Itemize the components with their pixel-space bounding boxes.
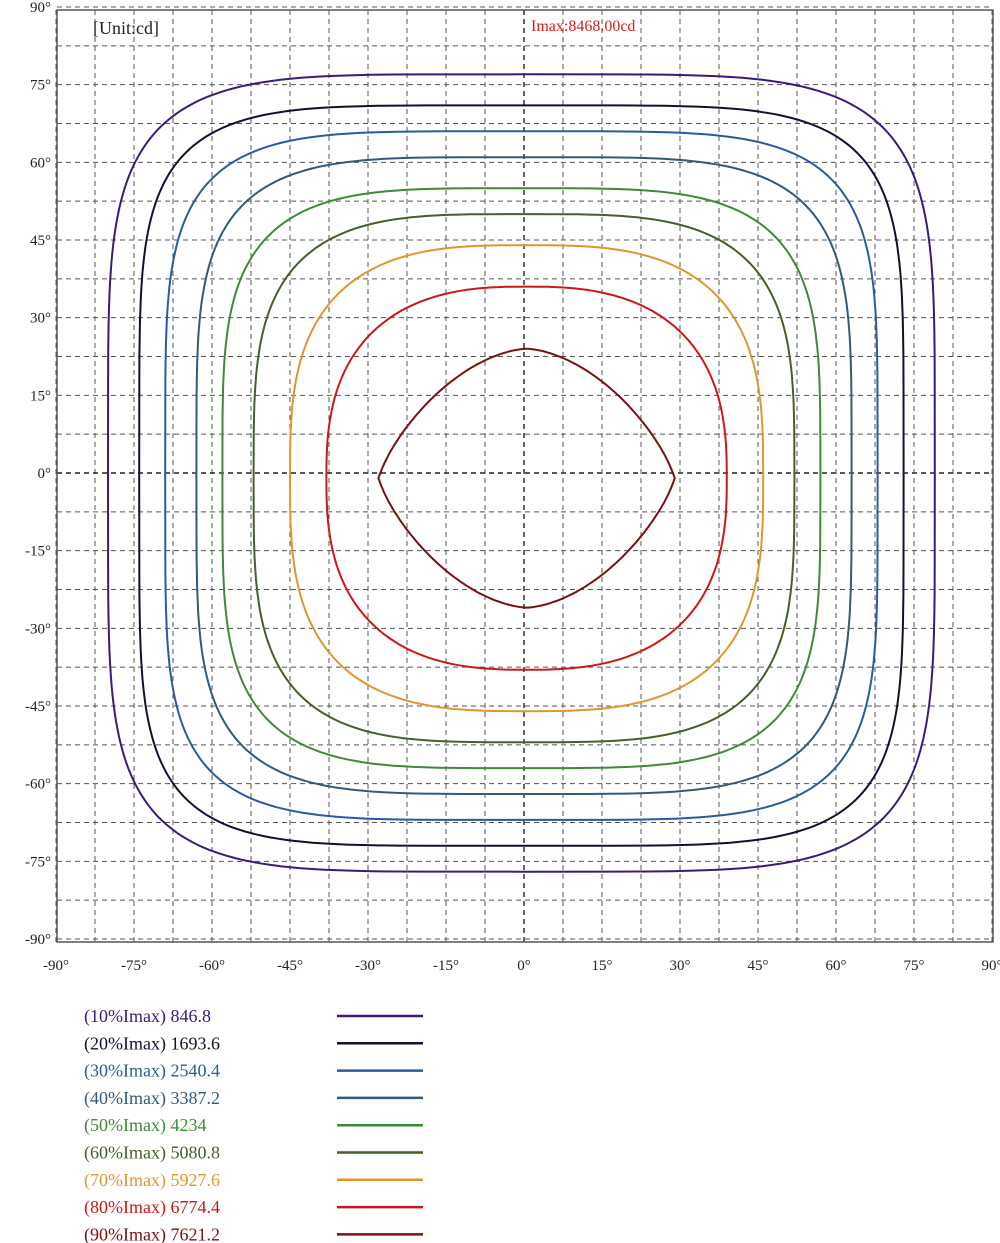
unit-label: [Unit:cd] <box>93 18 159 38</box>
legend-label: (50%Imax) 4234 <box>84 1115 206 1136</box>
x-tick-label: -75° <box>121 958 147 974</box>
y-axis-ticks: 90° 75° 60° 45° 30° 15° 0° -15° -30° -45° -60° -75°… <box>25 0 51 948</box>
legend-label: (90%Imax) 7621.2 <box>84 1224 220 1243</box>
y-tick-label: -30° <box>25 621 51 637</box>
x-tick-label: -30° <box>355 958 381 974</box>
contour-line <box>138 104 905 847</box>
legend-label: (80%Imax) 6774.4 <box>84 1197 220 1218</box>
y-tick-label: 45° <box>30 233 51 249</box>
contour-line <box>195 156 853 795</box>
x-tick-label: -60° <box>199 958 225 974</box>
x-axis-ticks: -90° -75° -60° -45° -30° -15° 0° 15° 30° 45° 60° 75… <box>43 958 1000 974</box>
x-tick-label: 0° <box>517 958 531 974</box>
contour-line <box>252 213 796 744</box>
y-tick-label: -60° <box>25 777 51 793</box>
x-tick-label: 60° <box>826 958 847 974</box>
legend-label: (70%Imax) 5927.6 <box>84 1170 220 1191</box>
contour-line <box>221 187 822 770</box>
x-tick-label: 45° <box>748 958 769 974</box>
y-tick-label: -15° <box>25 544 51 560</box>
contour-line <box>164 130 879 821</box>
x-tick-label: -90° <box>43 958 69 974</box>
y-tick-label: -75° <box>25 854 51 870</box>
y-tick-label: 75° <box>30 78 51 94</box>
x-tick-label: 90° <box>982 958 1000 974</box>
y-tick-label: 90° <box>30 0 51 16</box>
x-tick-label: 75° <box>904 958 925 974</box>
legend-label: (60%Imax) 5080.8 <box>84 1143 220 1164</box>
contour-line <box>288 244 765 713</box>
legend-label: (40%Imax) 3387.2 <box>84 1088 220 1109</box>
y-tick-label: -45° <box>25 699 51 715</box>
contour-line <box>106 73 936 873</box>
y-tick-label: -90° <box>25 932 51 948</box>
legend-label: (10%Imax) 846.8 <box>84 1006 211 1027</box>
legend-label: (20%Imax) 1693.6 <box>84 1033 220 1054</box>
legend: (10%Imax) 846.8 (20%Imax) 1693.6 (30%Imax)… <box>84 1006 423 1243</box>
x-tick-label: -45° <box>277 958 303 974</box>
imax-label: Imax:8468.00cd <box>531 18 635 35</box>
legend-label: (30%Imax) 2540.4 <box>84 1061 220 1082</box>
contour-line <box>325 285 728 671</box>
x-tick-label: 15° <box>592 958 613 974</box>
y-tick-label: 15° <box>30 388 51 404</box>
plot-frame <box>56 9 994 943</box>
x-tick-label: -15° <box>433 958 459 974</box>
y-tick-label: 30° <box>30 311 51 327</box>
x-tick-label: 30° <box>670 958 691 974</box>
y-tick-label: 0° <box>38 466 52 482</box>
contour-line <box>377 347 676 609</box>
y-tick-label: 60° <box>30 155 51 171</box>
contour-curves <box>106 73 936 873</box>
